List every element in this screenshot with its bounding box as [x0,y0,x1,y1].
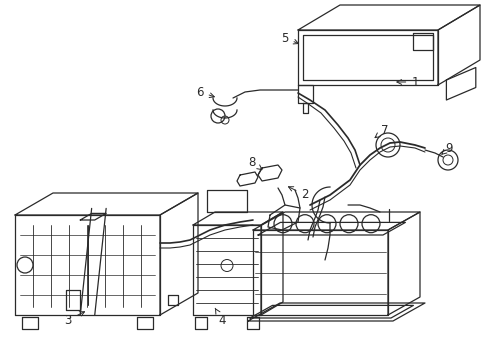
Text: 5: 5 [281,31,298,45]
Text: 7: 7 [374,123,388,138]
Text: 2: 2 [288,187,308,202]
Text: 3: 3 [64,312,84,327]
Text: 4: 4 [215,308,225,327]
Text: 8: 8 [248,156,262,170]
Text: 1: 1 [396,76,418,89]
Text: 6: 6 [196,85,214,99]
Text: 9: 9 [441,141,452,154]
